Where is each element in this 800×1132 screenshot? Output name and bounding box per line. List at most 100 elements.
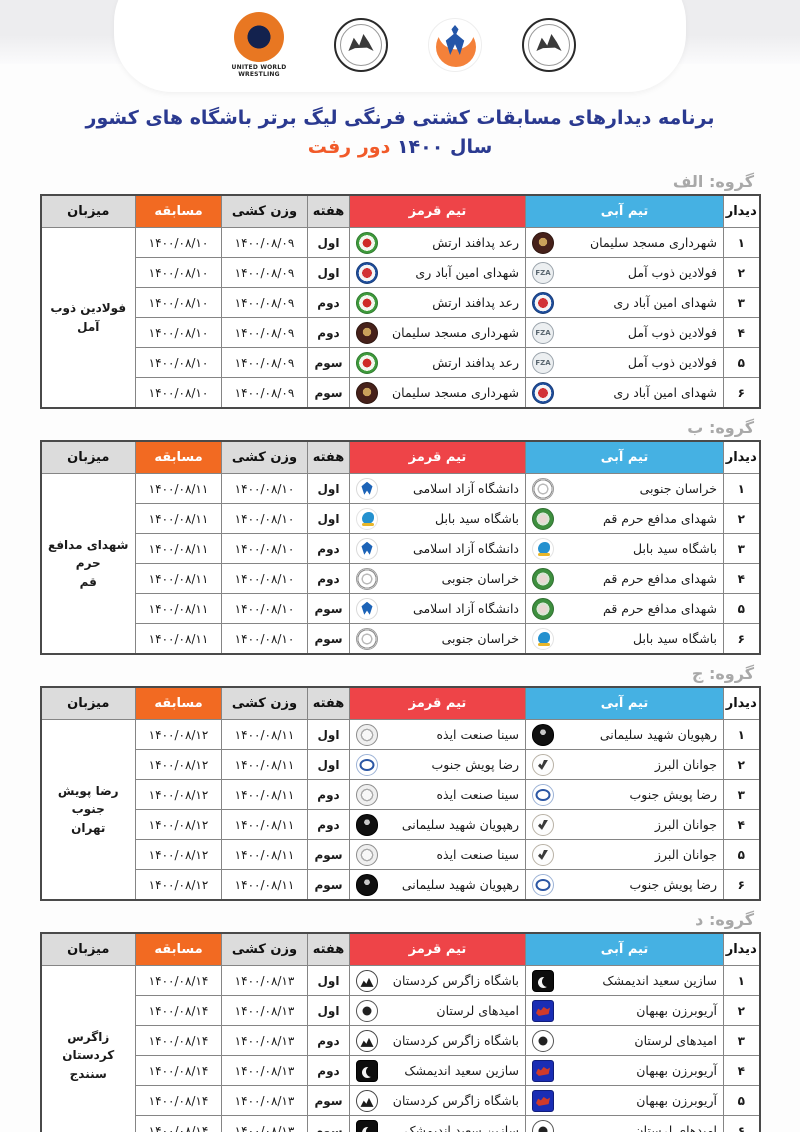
weigh-in-date-cell: ۱۴۰۰/۰۸/۰۹: [221, 227, 308, 259]
babol-club-logo-icon: [532, 627, 554, 650]
host-cell: شهدای مدافع حرم قم: [40, 473, 136, 655]
azad-club-logo-icon: [356, 477, 378, 500]
column-header-week: هفته: [307, 194, 350, 229]
sazin-club-logo-icon: [356, 1059, 378, 1082]
red-team-cell: سینا صنعت ایذه: [349, 779, 526, 811]
column-header-host: میزبان: [40, 932, 136, 967]
week-cell: سوم: [307, 869, 350, 901]
match-row: ۱ خراسان جنوبی دانشگاه آزاد اسلامی اول ۱۴۰۰/…: [40, 473, 760, 655]
azad-club-logo-icon: [356, 597, 378, 620]
column-header-host: میزبان: [40, 194, 136, 229]
weigh-in-date-cell: ۱۴۰۰/۰۸/۱۰: [221, 473, 308, 505]
weigh-in-date: ۱۴۰۰/۰۸/۱۱: [234, 847, 295, 862]
weigh-in-date-cell: ۱۴۰۰/۰۸/۱۰: [221, 563, 308, 595]
week-cell: دوم: [307, 1025, 350, 1057]
red-team: شهرداری مسجد سلیمان: [356, 321, 519, 344]
zagros-club-logo-icon: [356, 969, 378, 992]
blue-team: شهدای مدافع حرم قم: [532, 507, 717, 530]
blue-team: فولادین ذوب آمل FZA: [532, 351, 717, 374]
blue-team-name: آریوبرزن بهبهان: [636, 1003, 717, 1019]
red-team: دانشگاه آزاد اسلامی: [356, 537, 519, 560]
red-team: شهدای امین آباد ری: [356, 261, 519, 284]
match-row: ۴ فولادین ذوب آمل FZA شهرداری مسجد سلیمان دو…: [41, 317, 760, 349]
match-date: ۱۴۰۰/۰۸/۱۰: [148, 235, 209, 250]
logo-slot-uww: UNITED WORLD WRESTLING: [224, 11, 294, 78]
red-team-cell: باشگاه زاگرس کردستان: [349, 1085, 526, 1117]
red-team: سینا صنعت ایذه: [356, 783, 519, 806]
blue-team-name: جوانان البرز: [654, 847, 717, 863]
match-number: ۴: [723, 809, 760, 841]
week-cell: اول: [307, 995, 350, 1027]
ariobarzan-club-logo-icon: [532, 999, 554, 1022]
column-header-match: دیدار: [723, 686, 760, 721]
blue-team: سازین سعید اندیمشک: [532, 969, 717, 992]
week-cell: دوم: [307, 1055, 350, 1087]
red-team: رعد پدافند ارتش: [356, 291, 519, 314]
red-team-name: باشگاه زاگرس کردستان: [392, 973, 519, 989]
red-team-cell: خراسان جنوبی: [349, 623, 526, 655]
match-date-cell: ۱۴۰۰/۰۸/۱۴: [135, 1085, 222, 1117]
match-date-cell: ۱۴۰۰/۰۸/۱۱: [135, 563, 222, 595]
match-row: ۳ امیدهای لرستان باشگاه زاگرس کردستان دوم ۱۴…: [41, 1025, 760, 1057]
javanan-club-logo-icon: [532, 843, 554, 866]
match-date-cell: ۱۴۰۰/۰۸/۱۱: [135, 593, 222, 625]
match-date-cell: ۱۴۰۰/۰۸/۱۱: [135, 533, 222, 565]
weigh-in-date: ۱۴۰۰/۰۸/۱۱: [234, 727, 295, 742]
week-cell: اول: [307, 227, 350, 259]
red-team-name: رهپویان شهید سلیمانی: [401, 817, 519, 833]
match-date-cell: ۱۴۰۰/۰۸/۱۰: [135, 257, 222, 289]
group-title: گروه: ج: [691, 663, 754, 683]
sazin-club-logo-icon: [532, 969, 554, 992]
ariobarzan-club-logo-icon: [532, 1089, 554, 1112]
match-number: ۶: [723, 377, 760, 409]
blue-team-name: رضا پویش جنوب: [629, 877, 717, 893]
red-team-cell: سازین سعید اندیمشک: [349, 1115, 526, 1132]
red-team-cell: دانشگاه آزاد اسلامی: [349, 593, 526, 625]
masjed-club-logo-icon: [532, 231, 554, 254]
match-date-cell: ۱۴۰۰/۰۸/۱۱: [135, 623, 222, 655]
match-number: ۶: [723, 623, 760, 655]
column-header-weigh_in: وزن کشی: [221, 686, 308, 721]
red-team-cell: شهرداری مسجد سلیمان: [349, 377, 526, 409]
red-team-name: خراسان جنوبی: [441, 631, 519, 647]
blue-team-name: باشگاه سید بابل: [632, 541, 717, 557]
red-team-name: سینا صنعت ایذه: [436, 727, 519, 743]
sina-club-logo-icon: [356, 843, 378, 866]
red-team-name: شهرداری مسجد سلیمان: [391, 325, 519, 341]
red-team-name: سینا صنعت ایذه: [436, 847, 519, 863]
weigh-in-date: ۱۴۰۰/۰۸/۱۰: [234, 481, 295, 496]
match-row: ۵ جوانان البرز سینا صنعت ایذه سوم ۱۴۰۰/۰۸/۱۱…: [41, 839, 760, 871]
weigh-in-date-cell: ۱۴۰۰/۰۸/۱۳: [221, 1055, 308, 1087]
red-team: رهپویان شهید سلیمانی: [356, 873, 519, 896]
week-cell: سوم: [307, 593, 350, 625]
blue-team-name: فولادین ذوب آمل: [627, 355, 717, 371]
match-number: ۵: [723, 347, 760, 379]
weigh-in-date: ۱۴۰۰/۰۸/۰۹: [234, 325, 295, 340]
week-cell: اول: [307, 749, 350, 781]
column-header-match: دیدار: [723, 194, 760, 229]
blue-team-cell: شهدای مدافع حرم قم: [525, 503, 724, 535]
blue-team: امیدهای لرستان: [532, 1029, 717, 1052]
table-body: ۱ رهپویان شهید سلیمانی سینا صنعت ایذه اول ۱۴…: [40, 719, 760, 901]
match-date: ۱۴۰۰/۰۸/۱۰: [148, 385, 209, 400]
match-row: ۶ امیدهای لرستان سازین سعید اندیمشک سوم ۱۴۰۰…: [41, 1115, 760, 1132]
poster-subtitle: سال ۱۴۰۰ دور رفت: [0, 133, 800, 162]
match-number: ۴: [723, 317, 760, 349]
red-team-name: رضا پویش جنوب: [431, 757, 519, 773]
match-number: ۵: [723, 1085, 760, 1117]
red-team-cell: سینا صنعت ایذه: [349, 839, 526, 871]
red-team-cell: رعد پدافند ارتش: [349, 347, 526, 379]
red-team-name: شهرداری مسجد سلیمان: [391, 385, 519, 401]
fza-club-logo-icon: FZA: [532, 321, 554, 344]
match-number: ۱: [723, 227, 760, 259]
red-team-cell: خراسان جنوبی: [349, 563, 526, 595]
weigh-in-date: ۱۴۰۰/۰۸/۰۹: [234, 295, 295, 310]
red-team-name: خراسان جنوبی: [441, 571, 519, 587]
match-number: ۲: [723, 257, 760, 289]
match-row: ۶ شهدای امین آباد ری شهرداری مسجد سلیمان سو…: [41, 377, 760, 409]
fza-club-logo-icon: FZA: [532, 261, 554, 284]
blue-team-name: جوانان البرز: [654, 757, 717, 773]
omid-club-logo-icon: [532, 1029, 554, 1052]
aminabad-club-logo-icon: [532, 291, 554, 314]
match-date-cell: ۱۴۰۰/۰۸/۱۲: [135, 809, 222, 841]
